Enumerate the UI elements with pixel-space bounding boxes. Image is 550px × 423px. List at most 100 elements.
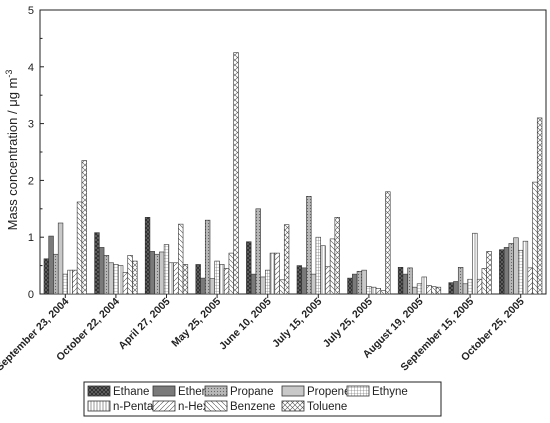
legend-swatch <box>87 400 111 412</box>
bar-toluene <box>132 260 138 295</box>
bar-toluene <box>182 264 189 295</box>
bar-benzene <box>380 290 386 295</box>
legend: Ethane Ethene Propane Propene Ethynen-Pentan… <box>83 381 442 417</box>
legend-swatch <box>281 385 305 397</box>
bar-toluene <box>283 224 290 295</box>
bar-benzene <box>481 268 487 295</box>
bar-propene <box>57 222 64 295</box>
bar-propene <box>310 273 317 295</box>
bar-toluene <box>385 191 391 295</box>
x-category-label: May 25, 2005 <box>169 296 223 350</box>
bar-propene <box>159 251 165 295</box>
bar-n-pentane <box>117 265 124 295</box>
bar-n-pentane <box>472 232 478 295</box>
legend-label: Benzene <box>230 401 275 413</box>
bar-benzene <box>431 286 437 295</box>
bar-propane <box>53 253 59 295</box>
legend-label: Toluene <box>307 401 347 413</box>
y-tick-label: 5 <box>28 5 34 17</box>
bar-ethane <box>448 282 454 295</box>
bar-toluene <box>81 160 87 295</box>
legend-swatch <box>152 385 176 397</box>
bar-benzene <box>178 223 184 295</box>
x-category-label: April 27, 2005 <box>116 296 172 352</box>
bar-ethane <box>347 277 353 295</box>
legend-swatch <box>204 400 228 412</box>
bar-ethene <box>301 267 307 295</box>
bar-n-pentane <box>67 269 73 295</box>
bar-n-hexane <box>375 288 382 295</box>
bar-propene <box>361 269 367 295</box>
bar-n-hexane <box>274 252 280 295</box>
bar-ethene <box>503 247 510 295</box>
bar-toluene <box>233 52 239 295</box>
bar-n-pentane <box>219 264 225 295</box>
bar-ethene <box>99 247 105 295</box>
bar-toluene <box>334 217 340 295</box>
bar-propane <box>103 255 110 295</box>
y-tick-label: 3 <box>28 119 34 131</box>
bar-propene <box>260 276 266 295</box>
bar-ethyne <box>416 283 423 295</box>
x-category-label: June 10, 2005 <box>217 296 274 353</box>
bar-propane <box>457 266 464 295</box>
legend-label: Ethyne <box>372 386 408 398</box>
bar-n-hexane <box>122 272 129 295</box>
bar-ethyne <box>467 278 473 295</box>
y-tick-label: 1 <box>28 232 34 244</box>
bar-ethyne <box>214 260 220 295</box>
bar-propane <box>204 219 211 295</box>
bar-benzene <box>279 279 285 295</box>
legend-swatch <box>204 385 228 397</box>
bar-propene <box>108 262 114 295</box>
bar-propane <box>306 196 312 295</box>
bar-ethane <box>43 258 50 295</box>
bar-propane <box>356 270 363 295</box>
bar-propane <box>255 208 261 295</box>
bar-n-hexane <box>223 268 230 295</box>
y-axis-title: Mass concentration / μg m-3 <box>4 70 20 231</box>
bar-ethyne <box>113 264 119 295</box>
bar-propene <box>462 283 469 295</box>
bar-ethene <box>149 251 155 295</box>
bar-ethyne <box>518 249 524 295</box>
bar-propane <box>508 243 514 295</box>
legend-swatch <box>346 385 370 397</box>
legend-box <box>83 381 442 417</box>
bar-propane <box>154 253 160 295</box>
bar-ethyne <box>315 236 321 295</box>
bar-ethyne <box>265 269 271 295</box>
bar-ethene <box>402 273 408 295</box>
legend-swatch <box>281 400 305 412</box>
bar-n-pentane <box>421 276 427 295</box>
bar-ethane <box>296 265 303 295</box>
bar-n-pentane <box>269 252 276 295</box>
legend-label: Ethane <box>113 386 149 398</box>
bar-ethene <box>250 273 257 295</box>
bar-n-hexane <box>72 269 78 295</box>
bar-n-hexane <box>426 285 432 295</box>
bar-ethyne <box>163 244 170 295</box>
bar-benzene <box>532 181 538 295</box>
x-category-label: July 15, 2005 <box>270 296 324 350</box>
bar-propane <box>407 267 413 295</box>
bar-toluene <box>435 286 442 295</box>
legend-swatch <box>152 400 176 412</box>
bar-ethane <box>499 249 505 295</box>
y-tick-label: 0 <box>28 289 34 301</box>
bar-propene <box>412 286 418 295</box>
bar-toluene <box>536 117 543 295</box>
bar-n-pentane <box>370 286 377 295</box>
bar-ethane <box>144 217 151 295</box>
y-tick-label: 4 <box>28 62 34 74</box>
axes-group <box>39 9 547 298</box>
bar-n-pentane <box>168 262 174 295</box>
y-tick-label: 2 <box>28 175 34 187</box>
bar-benzene <box>228 252 234 295</box>
bar-n-hexane <box>325 266 331 295</box>
bar-propene <box>209 278 216 295</box>
bar-propene <box>513 237 519 295</box>
bar-ethene <box>48 235 54 295</box>
bar-n-hexane <box>173 262 179 295</box>
